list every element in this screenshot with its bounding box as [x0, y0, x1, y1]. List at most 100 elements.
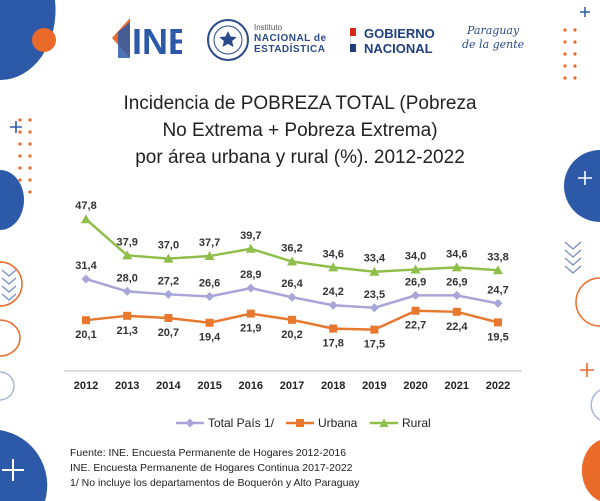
- x-tick-label: 2021: [445, 380, 469, 392]
- ine-logo: INE: [112, 18, 182, 60]
- point-total: [81, 274, 91, 284]
- institute-line-1: Instituto: [254, 23, 283, 32]
- point-urbana: [288, 315, 296, 324]
- left-half-circle: [0, 170, 24, 230]
- point-rural: [369, 266, 380, 276]
- plus-icon-white: [2, 459, 24, 481]
- point-urbana: [411, 306, 420, 315]
- legend-label-urbana: Urbana: [318, 416, 358, 430]
- data-label-total: 26,6: [199, 278, 220, 290]
- plus-icon-top-right: [580, 7, 590, 17]
- chevrons-right: [564, 241, 582, 274]
- data-label-total: 23,5: [364, 289, 385, 301]
- left-arc-2: [0, 319, 21, 357]
- data-label-total: 28,9: [240, 269, 261, 281]
- data-label-rural: 47,8: [75, 200, 96, 212]
- data-label-total: 24,2: [322, 286, 343, 298]
- point-total: [411, 290, 421, 300]
- data-label-total: 28,0: [116, 272, 137, 284]
- point-rural: [163, 253, 174, 263]
- point-rural: [493, 265, 503, 275]
- point-urbana: [370, 325, 379, 334]
- point-urbana: [123, 311, 132, 320]
- gobierno-line-1: GOBIERNO: [364, 26, 435, 41]
- x-tick-label: 2019: [362, 380, 386, 392]
- data-label-total: 26,4: [281, 278, 303, 290]
- x-tick-label: 2022: [486, 380, 510, 392]
- data-label-urbana: 20,2: [281, 329, 302, 341]
- title-line-1: Incidencia de POBREZA TOTAL (Pobreza: [123, 93, 477, 114]
- point-urbana: [164, 314, 173, 323]
- point-urbana: [494, 318, 502, 327]
- point-rural: [81, 214, 91, 224]
- chart-legend: Total País 1/ Urbana Rural: [0, 416, 600, 436]
- data-label-total: 24,7: [487, 284, 508, 296]
- data-label-urbana: 17,8: [322, 338, 343, 350]
- header-logos: INE Instituto NACIONAL de ESTADÍSTICA GO…: [0, 10, 600, 70]
- orange-dot: [32, 28, 56, 52]
- left-arc: [0, 261, 23, 307]
- legend-item-rural: Rural: [370, 416, 431, 430]
- data-label-total: 31,4: [75, 260, 97, 272]
- data-label-urbana: 20,1: [75, 329, 96, 341]
- data-label-total: 26,9: [405, 276, 426, 288]
- corner-blue-shape: [0, 0, 56, 81]
- legend-swatch-rural: [370, 418, 398, 427]
- gobierno-line-2: NACIONAL: [364, 41, 433, 56]
- point-total: [205, 292, 215, 302]
- data-label-rural: 37,9: [116, 236, 137, 248]
- legend-swatch-total: [176, 418, 204, 428]
- data-label-rural: 37,7: [199, 237, 220, 249]
- data-label-rural: 34,6: [446, 248, 467, 260]
- point-rural: [204, 251, 215, 261]
- plus-icon-right-orange: [580, 363, 594, 377]
- svg-text:INE: INE: [132, 21, 182, 60]
- point-total: [493, 298, 503, 308]
- data-label-urbana: 21,3: [116, 325, 137, 337]
- footnote-source-1: Fuente: INE. Encuesta Permanente de Hoga…: [70, 447, 347, 459]
- data-label-rural: 33,4: [364, 253, 386, 265]
- legend-item-total: Total País 1/: [176, 416, 274, 430]
- data-label-urbana: 20,7: [158, 327, 179, 339]
- x-tick-label: 2015: [197, 380, 221, 392]
- paraguay-de-la-gente-logo: Paraguay de la gente: [462, 24, 524, 52]
- plus-icon-right: [578, 171, 592, 185]
- point-urbana: [452, 307, 461, 316]
- right-arc-2: [590, 389, 600, 421]
- data-label-urbana: 22,7: [405, 320, 426, 332]
- point-total: [328, 300, 338, 310]
- data-label-urbana: 21,9: [240, 323, 261, 335]
- data-label-rural: 37,0: [158, 240, 179, 252]
- right-arc: [575, 277, 600, 327]
- point-total: [452, 290, 462, 300]
- point-rural: [328, 262, 339, 272]
- x-tick-label: 2016: [239, 380, 263, 392]
- legend-swatch-urbana: [286, 419, 314, 427]
- chevrons-left: [1, 269, 17, 301]
- footnote-note: 1/ No incluye los departamentos de Boque…: [70, 477, 360, 489]
- point-total: [163, 289, 173, 299]
- point-total: [369, 303, 379, 313]
- legend-item-urbana: Urbana: [286, 416, 357, 430]
- data-label-rural: 33,8: [487, 251, 508, 263]
- corner-blue-bottom: [0, 430, 48, 501]
- legend-label-rural: Rural: [402, 416, 431, 430]
- paraguay-line-1: Paraguay: [467, 24, 520, 37]
- dot-grid-left: [18, 118, 32, 194]
- institute-name: Instituto NACIONAL de ESTADÍSTICA: [254, 22, 327, 55]
- data-label-rural: 39,7: [240, 230, 261, 242]
- point-rural: [245, 243, 256, 253]
- plus-icon: [10, 121, 22, 133]
- data-label-total: 27,2: [158, 275, 179, 287]
- corner-orange-bottom: [581, 440, 600, 501]
- point-urbana: [329, 324, 338, 333]
- x-tick-label: 2017: [280, 380, 304, 392]
- data-label-urbana: 17,5: [364, 339, 385, 351]
- point-rural: [287, 256, 297, 266]
- national-seal: [207, 19, 249, 61]
- paraguay-line-2: de la gente: [462, 38, 525, 51]
- x-tick-label: 2018: [321, 380, 345, 392]
- title-line-2: No Extrema + Pobreza Extrema): [162, 120, 438, 141]
- data-label-rural: 34,0: [405, 251, 426, 263]
- point-total: [287, 292, 297, 302]
